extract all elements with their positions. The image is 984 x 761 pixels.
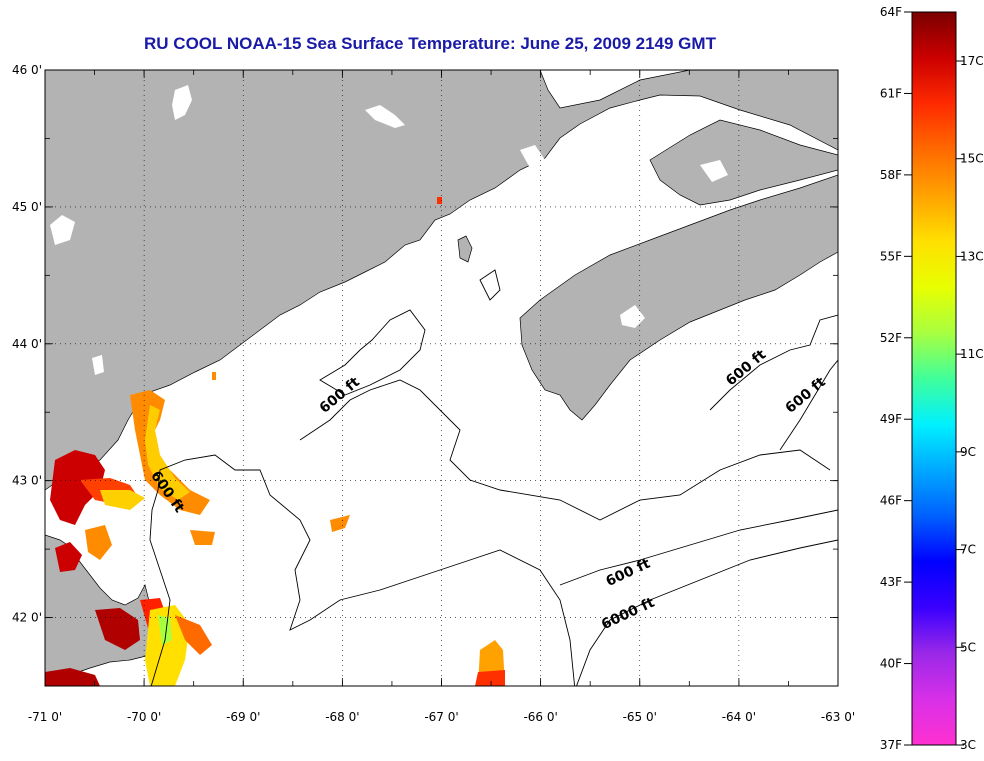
lon-tick-label: -65 0' [623,710,657,724]
colorbar-c-label: 3C [960,738,976,752]
lat-tick-label: 45 0' [12,200,42,214]
colorbar-f-label: 49F [880,412,902,426]
colorbar-c-label: 5C [960,640,976,654]
colorbar-f-label: 58F [880,168,902,182]
colorbar-scale [911,11,957,746]
colorbar-f-label: 52F [880,331,902,345]
cape-cod-landmass [45,534,166,681]
lon-tick-label: -66 0' [523,710,557,724]
colorbar-f-label: 64F [880,5,902,19]
colorbar-c-label: 7C [960,543,976,557]
colorbar-f-label: 55F [880,249,902,263]
colorbar-f-label: 46F [880,494,902,508]
sst-data [45,197,505,686]
lake [620,305,645,328]
lon-tick-label: -67 0' [424,710,458,724]
colorbar-f-label: 37F [880,738,902,752]
map-grid [45,70,838,686]
colorbar-c-label: 11C [960,347,984,361]
nova-scotia-landmass [519,174,838,421]
colorbar-f-label: 40F [880,657,902,671]
lake [50,215,75,245]
colorbar-c-label: 17C [960,54,984,68]
lake [172,85,192,120]
colorbar-c-label: 9C [960,445,976,459]
lon-tick-label: -70 0' [127,710,161,724]
lat-tick-label: 42 0' [12,611,42,625]
colorbar: 64F 61F 58F 55F 52F 49F 46F 43F 40F 37F 17C 15C 13C… [880,5,984,752]
lat-tick-label: 46 0' [12,63,42,77]
lon-tick-label: -63 0' [821,710,855,724]
map-title: RU COOL NOAA-15 Sea Surface Temperature:… [144,34,716,53]
grand-manan-island [457,235,473,263]
colorbar-f-label: 61F [880,86,902,100]
lake [92,355,104,375]
lake [520,145,545,168]
lon-tick-label: -71 0' [28,710,62,724]
colorbar-c-label: 13C [960,249,984,263]
colorbar-f-label: 43F [880,575,902,589]
lake [365,105,405,128]
depth-contours [149,269,838,686]
colorbar-c-label: 15C [960,152,984,166]
new-brunswick-landmass [649,119,838,206]
lake [700,160,728,182]
lat-tick-label: 44 0' [12,337,42,351]
lat-tick-label: 43 0' [12,474,42,488]
lon-tick-label: -64 0' [722,710,756,724]
lon-tick-label: -69 0' [226,710,260,724]
lon-tick-label: -68 0' [325,710,359,724]
